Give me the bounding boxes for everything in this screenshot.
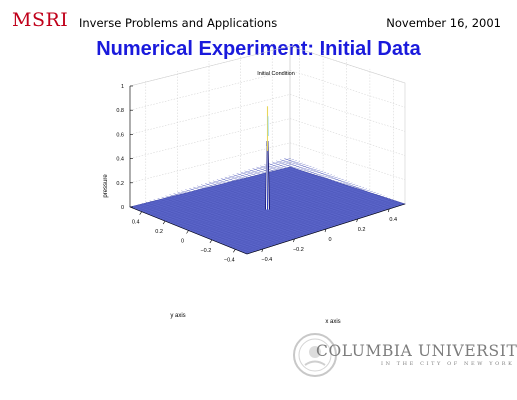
mesh-line [228,175,346,223]
z-tick-label: 0.8 [116,108,124,114]
mesh-line [167,172,327,223]
mesh-line [147,163,306,215]
mesh-line [165,170,324,222]
z-gridline [289,45,406,84]
x-tick-mark [261,248,264,253]
chart-title: Initial Condition [257,71,295,77]
mesh-line [179,176,338,228]
msri-logo: MSRI [12,9,69,31]
slide-title: Numerical Experiment: Initial Data [96,38,421,60]
mesh-line [232,174,350,222]
mesh-line [276,160,394,208]
mesh-line [185,179,344,230]
peak-strand [267,140,270,210]
z-tick-label: 0.4 [116,157,124,163]
y-axis-line [129,206,248,255]
z-gridline [289,142,406,181]
mesh-line [224,176,342,225]
mesh-line [173,174,332,225]
x-tick-label: 0.4 [389,217,397,223]
z-gridline [129,118,291,159]
x-tick-label: −0.4 [261,257,272,263]
y-tick-mark [162,220,166,225]
z-gridline [289,94,406,132]
mesh-line [283,158,402,206]
mesh-line [268,163,386,211]
y-tick-mark [233,249,236,253]
mesh-line [138,160,297,211]
mesh-line [252,168,370,216]
y-tick-label: 0.4 [132,220,140,226]
y-tick-label: −0.2 [200,248,211,254]
x-axis-line [246,203,406,255]
x-axis-ticks: −0.4 −0.2 0 0.2 0.4 [261,208,397,263]
x-tick-mark [324,228,327,233]
columbia-seal-icon [293,333,337,377]
mesh-line [132,158,291,209]
z-tick-label: 0.2 [116,181,124,187]
x-tick-mark [387,208,390,213]
mesh-line [256,166,374,215]
y-axis-ticks: 0.4 0.2 0 −0.2 −0.4 [132,211,236,263]
y-tick-label: −0.4 [224,257,235,263]
x-tick-label: −0.2 [293,247,304,253]
z-gridline [289,69,406,108]
mesh-line [280,159,398,207]
x-tick-label: 0 [328,237,331,243]
z-axis-ticks: 0 0.2 0.4 0.6 0.8 1 [116,84,133,211]
x-axis-label: x axis [325,319,340,325]
mesh-line [216,179,334,227]
mesh-line [264,164,382,212]
z-gridline [129,69,291,111]
x-tick-mark [293,238,295,243]
z-axis-label: pressure [103,174,109,198]
mesh-line [150,165,309,216]
mesh-line [182,177,341,229]
z-tick-label: 1 [121,84,124,90]
course-title: Inverse Problems and Applications [79,16,278,30]
mesh-line [212,180,331,228]
columbia-logo: COLUMBIA UNIVERSITY IN THE CITY OF NEW Y… [292,330,517,380]
mesh-line [176,175,335,226]
z-gridline [129,45,291,87]
columbia-name: COLUMBIA UNIVERSITY [316,342,517,360]
mesh-line [159,168,318,219]
mesh-line [153,166,312,217]
mesh-line [156,167,315,218]
mesh-line [260,165,378,213]
mesh-line [144,162,303,214]
y-tick-label: 0.2 [155,229,163,235]
z-tick-label: 0 [121,205,124,211]
y-tick-mark [186,230,189,234]
mesh-line [162,169,321,221]
z-gridline [129,94,291,135]
x-tick-label: 0.2 [358,227,366,233]
mesh-line [272,161,390,210]
mesh-line [244,170,362,218]
slide-date: November 16, 2001 [386,16,501,30]
y-tick-label: 0 [181,239,184,245]
z-tick-label: 0.6 [116,132,124,138]
mesh-line [220,178,338,226]
mesh-line [170,173,330,224]
x-tick-mark [356,218,358,223]
z-gridline [289,118,406,156]
mesh-line [236,173,354,221]
z-gridline [129,142,291,184]
y-tick-mark [209,239,213,244]
mesh-line [141,161,300,212]
y-tick-mark [139,211,142,215]
mesh-line [240,171,358,220]
surface-peak [265,106,270,210]
wall-gridlines [129,40,406,202]
y-axis-label: y axis [170,313,185,319]
columbia-tagline: IN THE CITY OF NEW YORK [381,361,515,367]
